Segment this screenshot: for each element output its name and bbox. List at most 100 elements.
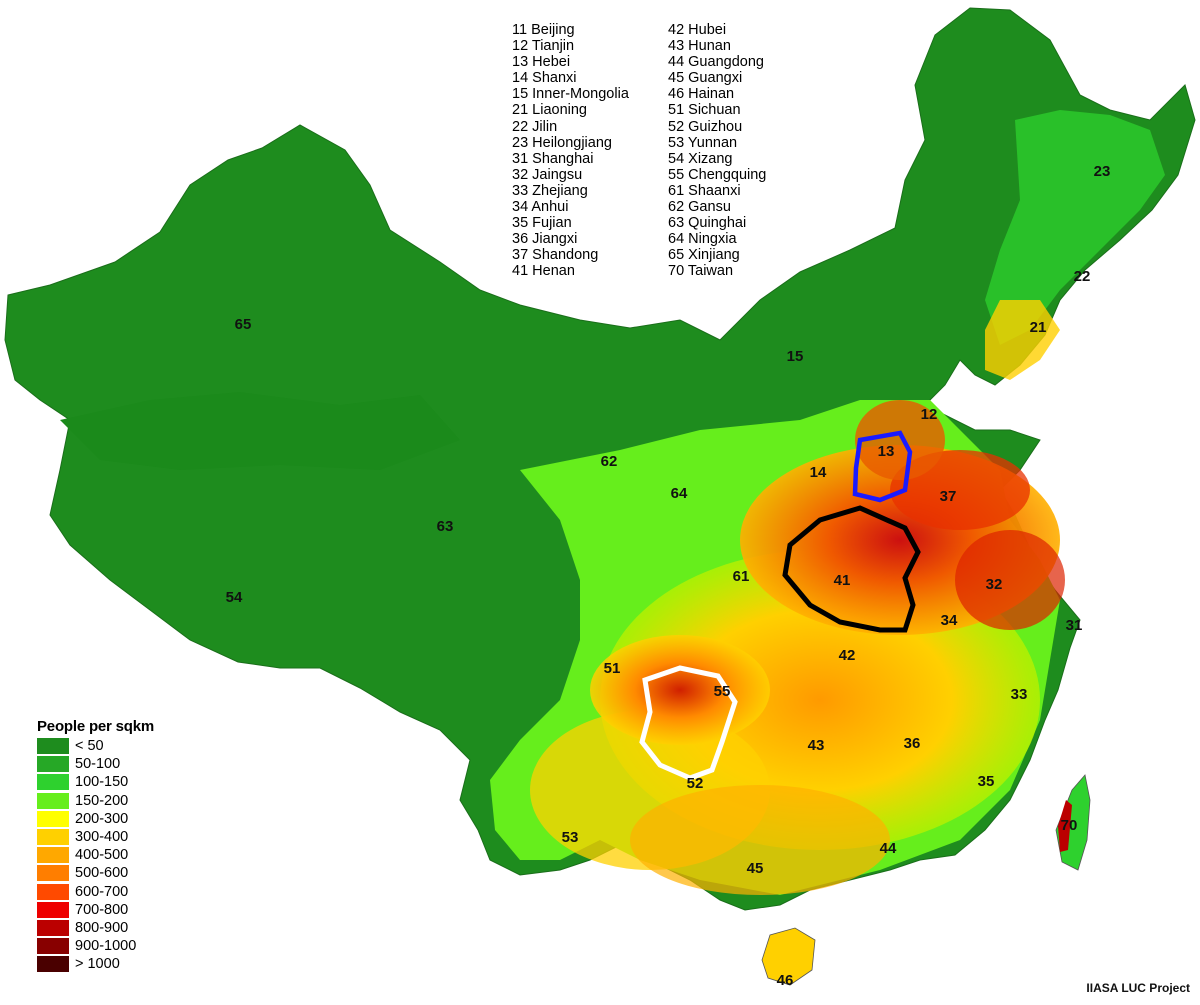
- province-number-label: 37: [940, 488, 957, 505]
- province-number-label: 12: [921, 406, 938, 423]
- province-number-label: 64: [671, 485, 688, 502]
- taiwan-west-coast: [1058, 800, 1072, 852]
- province-code-entry: 51 Sichuan: [668, 102, 741, 119]
- legend-title: People per sqkm: [37, 718, 155, 735]
- province-code-entry: 37 Shandong: [512, 247, 599, 264]
- northeast-green: [985, 110, 1165, 345]
- legend-label: 900-1000: [75, 938, 137, 955]
- legend-rows: < 50 50-100 100-150 150-200 200-300 300-400 40…: [37, 737, 154, 973]
- liaoning-band: [985, 300, 1060, 380]
- province-number-label: 65: [235, 316, 252, 333]
- province-code-entry: 63 Quinghai: [668, 215, 747, 232]
- xinjiang-basin: [60, 392, 460, 470]
- legend-item: > 1000: [37, 955, 154, 973]
- legend-label: 100-150: [75, 774, 129, 791]
- province-code-entry: 21 Liaoning: [512, 102, 587, 119]
- province-number-label: 13: [878, 443, 895, 460]
- province-code-entry: 44 Guangdong: [668, 54, 764, 71]
- legend-swatch: [37, 847, 69, 864]
- province-code-entry: 45 Guangxi: [668, 70, 743, 87]
- province-number-label: 70: [1061, 817, 1078, 834]
- province-number-label: 51: [604, 660, 621, 677]
- legend-item: 300-400: [37, 828, 154, 846]
- province-number-label: 36: [904, 735, 921, 752]
- province-code-entry: 46 Hainan: [668, 86, 735, 103]
- province-number-label: 52: [687, 775, 704, 792]
- sichuan-basin: [590, 635, 770, 745]
- legend-swatch: [37, 738, 69, 755]
- province-code-entry: 31 Shanghai: [512, 150, 594, 167]
- legend-label: < 50: [75, 738, 104, 755]
- hebei-annotation-outline: [852, 430, 913, 503]
- legend-label: > 1000: [75, 956, 120, 973]
- province-number-label: 45: [747, 860, 764, 877]
- province-number-labels: 65 15 23 22 21 12 13 14 37 62 64 63 61 41 32 34 31 42 51 55…: [226, 163, 1111, 989]
- legend-label: 600-700: [75, 883, 129, 900]
- henan-annotation-outline: [782, 505, 921, 633]
- hainan-island: [761, 927, 816, 986]
- legend-item: 100-150: [37, 773, 154, 791]
- province-number-label: 15: [787, 348, 804, 365]
- province-code-entry: 23 Heilongjiang: [512, 134, 612, 151]
- legend-label: 500-600: [75, 865, 129, 882]
- legend-item: 200-300: [37, 810, 154, 828]
- province-code-list-left: 11 Beijing 12 Tianjin 13 Hebei 14 Shanxi 15 …: [512, 22, 629, 280]
- legend-swatch: [37, 865, 69, 882]
- legend-swatch: [37, 883, 69, 900]
- province-number-label: 35: [978, 773, 995, 790]
- province-number-label: 43: [808, 737, 825, 754]
- province-code-entry: 42 Hubei: [668, 22, 727, 38]
- legend-item: 700-800: [37, 901, 154, 919]
- province-number-label: 53: [562, 829, 579, 846]
- province-code-entry: 53 Yunnan: [668, 134, 738, 151]
- province-code-entry: 13 Hebei: [512, 54, 571, 71]
- hebei-core: [855, 400, 945, 480]
- province-number-label: 41: [834, 572, 851, 589]
- legend-swatch: [37, 810, 69, 827]
- province-number-label: 54: [226, 589, 243, 606]
- legend-swatch: [37, 938, 69, 955]
- province-code-entry: 64 Ningxia: [668, 231, 737, 248]
- province-number-label: 22: [1074, 268, 1091, 285]
- province-code-entry: 15 Inner-Mongolia: [512, 86, 629, 103]
- province-number-label: 55: [714, 683, 731, 700]
- legend-label: 50-100: [75, 756, 121, 773]
- province-code-entry: 61 Shaanxi: [668, 182, 741, 199]
- legend-label: 800-900: [75, 919, 129, 936]
- province-code-entry: 12 Tianjin: [512, 38, 575, 55]
- province-code-entry: 22 Jilin: [512, 118, 558, 135]
- province-code-entry: 11 Beijing: [512, 22, 575, 38]
- province-code-entry: 70 Taiwan: [668, 263, 734, 280]
- province-code-list-right: 42 Hubei 43 Hunan 44 Guangdong 45 Guangxi 46…: [668, 22, 766, 280]
- legend-label: 700-800: [75, 901, 129, 918]
- province-code-entry: 54 Xizang: [668, 150, 733, 167]
- province-code-entry: 62 Gansu: [668, 199, 731, 216]
- legend-item: 150-200: [37, 792, 154, 810]
- legend-swatch: [37, 774, 69, 791]
- legend-item: 400-500: [37, 846, 154, 864]
- province-number-label: 31: [1066, 617, 1083, 634]
- province-code-entry: 35 Fujian: [512, 215, 572, 232]
- province-code-entry: 33 Zhejiang: [512, 182, 588, 199]
- province-number-label: 32: [986, 576, 1003, 593]
- province-code-entry: 36 Jiangxi: [512, 231, 578, 248]
- province-code-entry: 32 Jaingsu: [512, 166, 583, 183]
- credit-text: IIASA LUC Project: [1086, 981, 1190, 995]
- province-number-label: 61: [733, 568, 750, 585]
- legend-item: < 50: [37, 737, 154, 755]
- legend-swatch: [37, 901, 69, 918]
- province-number-label: 21: [1030, 319, 1047, 336]
- map-legend: People per sqkm < 50 50-100 100-150 150-200…: [37, 718, 154, 973]
- province-number-label: 23: [1094, 163, 1111, 180]
- province-code-entry: 34 Anhui: [512, 199, 569, 216]
- legend-label: 150-200: [75, 792, 129, 809]
- legend-swatch: [37, 829, 69, 846]
- province-number-label: 46: [777, 972, 794, 989]
- province-code-entry: 65 Xinjiang: [668, 247, 740, 264]
- legend-swatch: [37, 919, 69, 936]
- province-code-entry: 14 Shanxi: [512, 70, 577, 87]
- province-number-label: 62: [601, 453, 618, 470]
- province-number-label: 42: [839, 647, 856, 664]
- province-code-entry: 52 Guizhou: [668, 118, 743, 135]
